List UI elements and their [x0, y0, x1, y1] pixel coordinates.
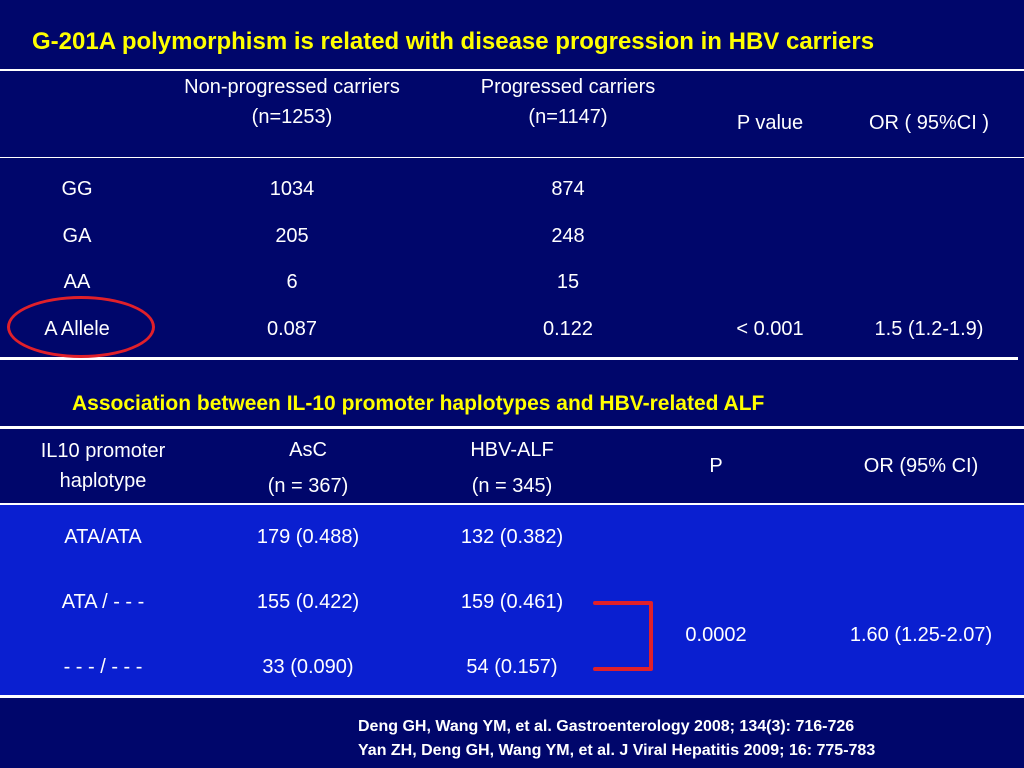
table2-cell-or: 1.60 (1.25-2.07) [849, 624, 993, 646]
header-line: (n = 367) [267, 475, 349, 497]
table1-cell-or: 1.5 (1.2-1.9) [874, 318, 984, 340]
table2-cell-alf: 159 (0.461) [460, 591, 564, 613]
table2-row-label: ATA/ATA [64, 526, 142, 548]
table1-header-progressed: Progressed carriers (n=1147) [481, 72, 656, 132]
table2-top-rule [0, 426, 1024, 429]
table1-cell-prog: 874 [551, 178, 585, 200]
table2-header-rule [0, 503, 1024, 505]
table2-row-label: ATA / - - - [61, 591, 145, 613]
table1-row-label: GG [61, 178, 93, 200]
table1-cell-prog: 248 [551, 225, 585, 247]
table1-header-pvalue: P value [736, 112, 804, 134]
header-line: AsC [289, 439, 327, 461]
slide-title: G-201A polymorphism is related with dise… [32, 28, 875, 55]
reference: Yan ZH, Deng GH, Wang YM, et al. J Viral… [358, 742, 876, 759]
reference: Deng GH, Wang YM, et al. Gastroenterolog… [358, 718, 855, 735]
header-line: (n=1253) [251, 106, 333, 128]
table1-top-rule [0, 69, 1024, 71]
table1-row-label: GA [62, 225, 92, 247]
table2-cell-alf: 132 (0.382) [460, 526, 564, 548]
bracket-highlight [593, 601, 653, 671]
highlight-ellipse [7, 296, 155, 358]
table1-row-label: AA [63, 271, 91, 293]
table2-cell-asc: 155 (0.422) [256, 591, 360, 613]
table2-body-band [0, 504, 1024, 696]
table1-cell-non: 205 [275, 225, 309, 247]
table1-header-rule [0, 157, 1024, 158]
header-line: haplotype [59, 470, 147, 492]
table2-header-alf: HBV-ALF (n = 345) [470, 432, 553, 504]
header-line: HBV-ALF [470, 439, 554, 461]
table2-cell-alf: 54 (0.157) [466, 656, 558, 678]
table1-cell-non: 0.087 [266, 318, 318, 340]
table2-cell-asc: 33 (0.090) [262, 656, 354, 678]
table1-cell-non: 6 [286, 271, 298, 293]
table1-bottom-rule [0, 357, 1018, 360]
table2-cell-pvalue: 0.0002 [685, 624, 747, 646]
table2-header-haplotype: IL10 promoter haplotype [41, 436, 166, 496]
table1-header-or: OR ( 95%CI ) [868, 112, 990, 134]
table2-row-label: - - - / - - - [63, 656, 143, 678]
table1-header-nonprogressed: Non-progressed carriers (n=1253) [184, 72, 400, 132]
table2-header-or: OR (95% CI) [863, 455, 979, 477]
table1-cell-prog: 0.122 [542, 318, 594, 340]
table1-cell-non: 1034 [269, 178, 315, 200]
header-line: (n=1147) [528, 106, 608, 128]
table2-header-p: P [709, 455, 723, 477]
table2-header-asc: AsC (n = 367) [268, 432, 349, 504]
table2-cell-asc: 179 (0.488) [256, 526, 360, 548]
table1-cell-pvalue: < 0.001 [736, 318, 804, 340]
header-line: Non-progressed carriers [184, 76, 400, 98]
header-line: (n = 345) [471, 475, 553, 497]
header-line: IL10 promoter [40, 440, 166, 462]
table2-bottom-rule [0, 695, 1024, 698]
table1-cell-prog: 15 [556, 271, 580, 293]
header-line: Progressed carriers [480, 76, 656, 98]
section-title: Association between IL-10 promoter haplo… [72, 392, 765, 415]
